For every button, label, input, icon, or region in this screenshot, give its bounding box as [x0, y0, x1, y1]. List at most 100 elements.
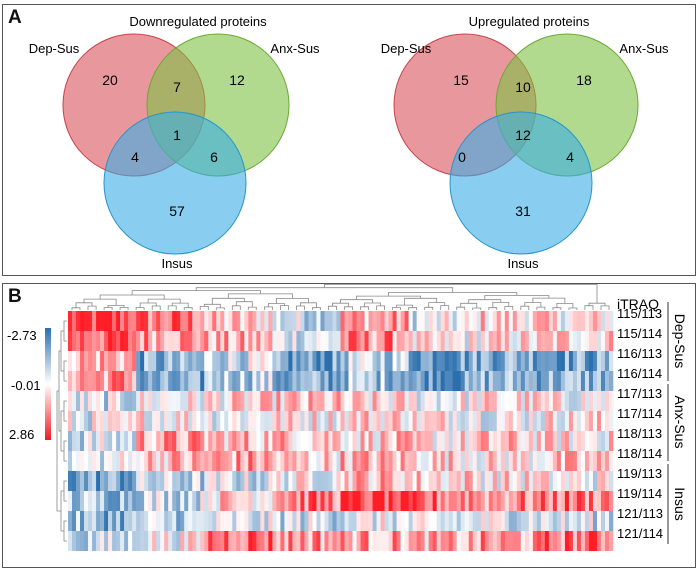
heatmap-cell — [344, 351, 349, 371]
heatmap-cell — [268, 371, 273, 391]
heatmap-cell — [500, 431, 506, 451]
heatmap-cell — [596, 451, 602, 471]
heatmap-cell — [596, 371, 602, 391]
heatmap-cell — [504, 431, 510, 451]
heatmap-cell — [240, 311, 245, 331]
heatmap-cell — [428, 311, 433, 331]
heatmap-cell — [124, 531, 129, 551]
heatmap-cell — [156, 411, 161, 431]
heatmap-cell — [216, 491, 221, 511]
heatmap-cell — [160, 431, 165, 451]
heatmap-cell — [364, 311, 369, 331]
heatmap-cell — [544, 431, 550, 451]
heatmap-cell — [180, 531, 185, 551]
dendrogram-branch — [428, 302, 446, 308]
heatmap-cell — [168, 331, 173, 351]
heatmap-cell — [284, 391, 289, 411]
heatmap-cell — [76, 311, 81, 331]
heatmap-cell — [364, 451, 369, 471]
heatmap-cell — [320, 351, 325, 371]
panel-b-letter: B — [8, 286, 22, 307]
heatmap-cell — [300, 471, 305, 491]
heatmap-cell — [480, 531, 486, 551]
heatmap-cell — [576, 351, 582, 371]
heatmap-cell — [116, 371, 121, 391]
heatmap-cell — [212, 431, 217, 451]
count-all-three-down: 1 — [173, 127, 181, 143]
heatmap-cell — [320, 451, 325, 471]
heatmap-cell — [272, 491, 277, 511]
heatmap-cell — [580, 531, 586, 551]
heatmap-cell — [528, 491, 534, 511]
heatmap-cell — [156, 351, 161, 371]
heatmap-cell — [484, 511, 490, 531]
heatmap-cell — [404, 531, 409, 551]
heatmap-cell — [472, 531, 478, 551]
heatmap-cell — [340, 411, 345, 431]
venn-title-downregulated: Downregulated proteins — [129, 14, 267, 29]
heatmap-cell — [340, 351, 345, 371]
heatmap-cell — [416, 371, 421, 391]
heatmap-cell — [192, 351, 197, 371]
heatmap-cell — [108, 531, 113, 551]
heatmap-cell — [236, 391, 241, 411]
heatmap-cell — [608, 491, 614, 511]
heatmap-cell — [252, 351, 257, 371]
heatmap-cell — [528, 391, 534, 411]
heatmap-cell — [400, 531, 405, 551]
heatmap-cell — [420, 311, 425, 331]
heatmap-cell — [476, 531, 482, 551]
heatmap-cell — [392, 351, 397, 371]
heatmap-cell — [384, 451, 389, 471]
heatmap-cell — [456, 311, 462, 331]
heatmap-cell — [68, 471, 73, 491]
heatmap-cell — [592, 351, 598, 371]
heatmap-cell — [460, 491, 466, 511]
heatmap-cell — [504, 371, 510, 391]
heatmap-cell — [240, 411, 245, 431]
dendrogram-branch — [135, 307, 145, 310]
heatmap-cell — [424, 451, 429, 471]
heatmap-cell — [256, 331, 261, 351]
heatmap-cell — [372, 391, 377, 411]
heatmap-cell — [204, 371, 209, 391]
heatmap-cell — [252, 511, 257, 531]
row-label: 116/114 — [617, 366, 662, 381]
heatmap-cell — [304, 391, 309, 411]
row-label: 118/114 — [617, 446, 662, 461]
dendrogram-branch — [408, 307, 417, 310]
heatmap-cell — [252, 311, 257, 331]
heatmap-cell — [564, 431, 570, 451]
heatmap-cell — [284, 351, 289, 371]
heatmap-cell — [408, 331, 413, 351]
heatmap-cell — [84, 531, 89, 551]
heatmap-cell — [172, 491, 177, 511]
heatmap-cell — [556, 351, 562, 371]
heatmap-cell — [124, 371, 129, 391]
heatmap-cell — [160, 351, 165, 371]
heatmap-cell — [256, 511, 261, 531]
heatmap-cell — [500, 491, 506, 511]
heatmap-cell — [148, 471, 153, 491]
heatmap-cell — [600, 471, 606, 491]
heatmap-cell — [368, 311, 373, 331]
heatmap-cell — [292, 471, 297, 491]
heatmap-cell — [600, 391, 606, 411]
heatmap-cell — [564, 391, 570, 411]
heatmap-cell — [368, 471, 373, 491]
heatmap-cell — [96, 451, 101, 471]
heatmap-cell — [72, 391, 77, 411]
heatmap-cell — [104, 351, 109, 371]
heatmap-cell — [384, 491, 389, 511]
heatmap-cell — [532, 311, 538, 331]
heatmap-cell — [508, 511, 514, 531]
heatmap-cell — [432, 351, 437, 371]
heatmap-cell — [352, 451, 357, 471]
heatmap-cell — [608, 411, 614, 431]
heatmap-cell — [244, 491, 249, 511]
heatmap-cell — [80, 451, 85, 471]
heatmap-cell — [500, 331, 506, 351]
heatmap-cell — [148, 531, 153, 551]
heatmap-cell — [296, 491, 301, 511]
heatmap-cell — [208, 331, 213, 351]
